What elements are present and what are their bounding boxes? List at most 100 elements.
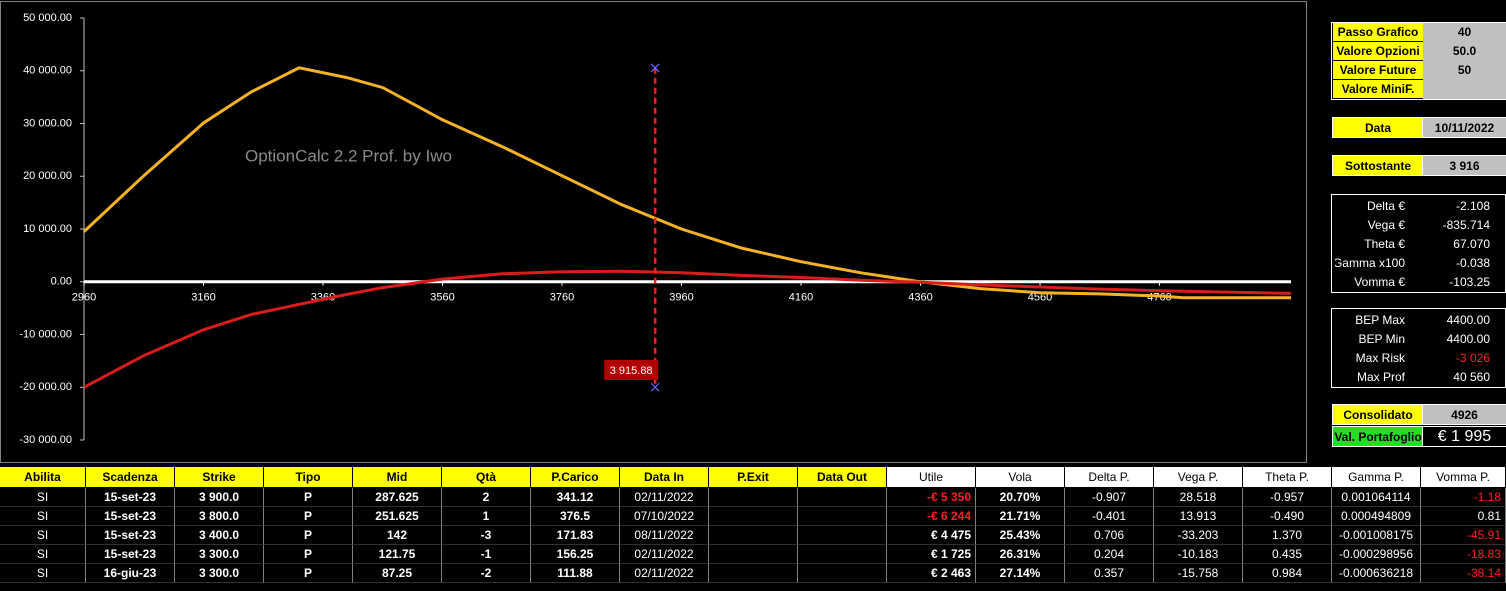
table-cell: 156.25 — [531, 545, 620, 564]
table-cell: SI — [0, 564, 86, 583]
bep-value: -3 026 — [1455, 350, 1490, 365]
table-cell: 341.12 — [531, 488, 620, 507]
table-cell: -0.957 — [1243, 488, 1332, 507]
table-cell: 0.357 — [1065, 564, 1154, 583]
table-cell: -45.91 — [1421, 526, 1506, 545]
table-cell — [709, 526, 798, 545]
y-tick-label: 50 000.00 — [23, 12, 72, 24]
table-cell: 3 300.0 — [175, 545, 264, 564]
table-cell: 15-set-23 — [86, 545, 175, 564]
greek-label: Gamma x100 — [1335, 255, 1405, 270]
table-cell — [709, 507, 798, 526]
table-cell — [709, 545, 798, 564]
greek-value: -103.25 — [1449, 274, 1490, 289]
table-cell: -38.14 — [1421, 564, 1506, 583]
table-cell: 02/11/2022 — [620, 545, 709, 564]
marker-label: 3 915.88 — [610, 365, 653, 377]
field-label: Consolidato — [1332, 404, 1424, 425]
bep-box — [1331, 308, 1506, 388]
table-header: Mid — [353, 467, 441, 487]
greek-label: Vega € — [1367, 217, 1405, 232]
greek-value: -835.714 — [1442, 217, 1490, 232]
y-tick-label: 20 000.00 — [23, 170, 72, 182]
table-header: Tipo — [264, 467, 352, 487]
table-cell: -0.401 — [1065, 507, 1154, 526]
table-cell: 251.625 — [353, 507, 442, 526]
table-cell: 111.88 — [531, 564, 620, 583]
table-cell: 08/11/2022 — [620, 526, 709, 545]
table-header: Delta P. — [1065, 467, 1153, 487]
table-cell: -3 — [442, 526, 531, 545]
table-cell: 15-set-23 — [86, 507, 175, 526]
bep-value: 40 560 — [1453, 369, 1490, 384]
table-header: Utile — [887, 467, 975, 487]
table-cell: 142 — [353, 526, 442, 545]
table-cell: 28.518 — [1154, 488, 1243, 507]
table-cell: P — [264, 507, 353, 526]
table-cell: 3 400.0 — [175, 526, 264, 545]
table-cell — [798, 545, 887, 564]
setting-label: Passo Grafico — [1333, 23, 1423, 42]
table-cell: 376.5 — [531, 507, 620, 526]
table-cell: -0.000298956 — [1332, 545, 1421, 564]
table-cell — [798, 488, 887, 507]
table-cell: SI — [0, 545, 86, 564]
bep-label: BEP Min — [1358, 331, 1405, 346]
series-line — [82, 66, 1291, 300]
table-cell: 0.984 — [1243, 564, 1332, 583]
table-cell: SI — [0, 526, 86, 545]
greek-label: Delta € — [1366, 198, 1405, 213]
table-cell: 287.625 — [353, 488, 442, 507]
table-cell: -€ 6 244 — [887, 507, 976, 526]
table-header: Gamma P. — [1332, 467, 1420, 487]
table-header: Theta P. — [1243, 467, 1331, 487]
x-tick-label: 3960 — [669, 292, 693, 304]
table-cell: 3 800.0 — [175, 507, 264, 526]
table-cell: -0.000636218 — [1332, 564, 1421, 583]
series-line — [83, 269, 1292, 389]
table-cell: -0.907 — [1065, 488, 1154, 507]
table-cell: -33.203 — [1154, 526, 1243, 545]
table-cell — [709, 488, 798, 507]
table-cell — [709, 564, 798, 583]
table-header: Abilita — [0, 467, 85, 487]
bep-value: 4400.00 — [1446, 312, 1490, 327]
x-tick-label: 4360 — [908, 292, 932, 304]
marker-label-box — [604, 360, 659, 380]
bep-label: Max Risk — [1355, 350, 1405, 365]
table-cell: 20.70% — [976, 488, 1065, 507]
x-tick-label: 4560 — [1028, 292, 1052, 304]
table-cell: 02/11/2022 — [620, 564, 709, 583]
setting-value: 50 — [1423, 61, 1506, 80]
table-cell — [798, 507, 887, 526]
greek-box — [1331, 194, 1506, 293]
table-cell: -1 — [442, 545, 531, 564]
table-cell: 0.81 — [1421, 507, 1506, 526]
table-cell: -10.183 — [1154, 545, 1243, 564]
table-cell: 27.14% — [976, 564, 1065, 583]
table-cell: 15-set-23 — [86, 526, 175, 545]
table-cell: -0.001008175 — [1332, 526, 1421, 545]
table-cell: 0.001064114 — [1332, 488, 1421, 507]
table-cell: 13.913 — [1154, 507, 1243, 526]
y-tick-label: -10 000.00 — [19, 328, 72, 340]
greek-value: -2.108 — [1455, 198, 1490, 213]
table-cell: 25.43% — [976, 526, 1065, 545]
setting-label: Valore Opzioni — [1333, 42, 1423, 61]
table-header: P.Carico — [531, 467, 619, 487]
marker-cross — [650, 382, 660, 392]
table-cell: -€ 5 350 — [887, 488, 976, 507]
table-cell: P — [264, 564, 353, 583]
table-cell: 02/11/2022 — [620, 488, 709, 507]
bep-label: Max Prof — [1356, 369, 1405, 384]
table-header: Data Out — [798, 467, 886, 487]
table-cell: € 2 463 — [887, 564, 976, 583]
table-cell: 15-set-23 — [86, 488, 175, 507]
table-header: Scadenza — [86, 467, 174, 487]
x-tick-label: 3760 — [550, 292, 574, 304]
field-label: Sottostante — [1332, 155, 1424, 176]
field-label: Val. Portafoglio — [1332, 426, 1424, 447]
table-cell: 87.25 — [353, 564, 442, 583]
y-tick-label: 10 000.00 — [23, 223, 72, 235]
table-cell: -2 — [442, 564, 531, 583]
